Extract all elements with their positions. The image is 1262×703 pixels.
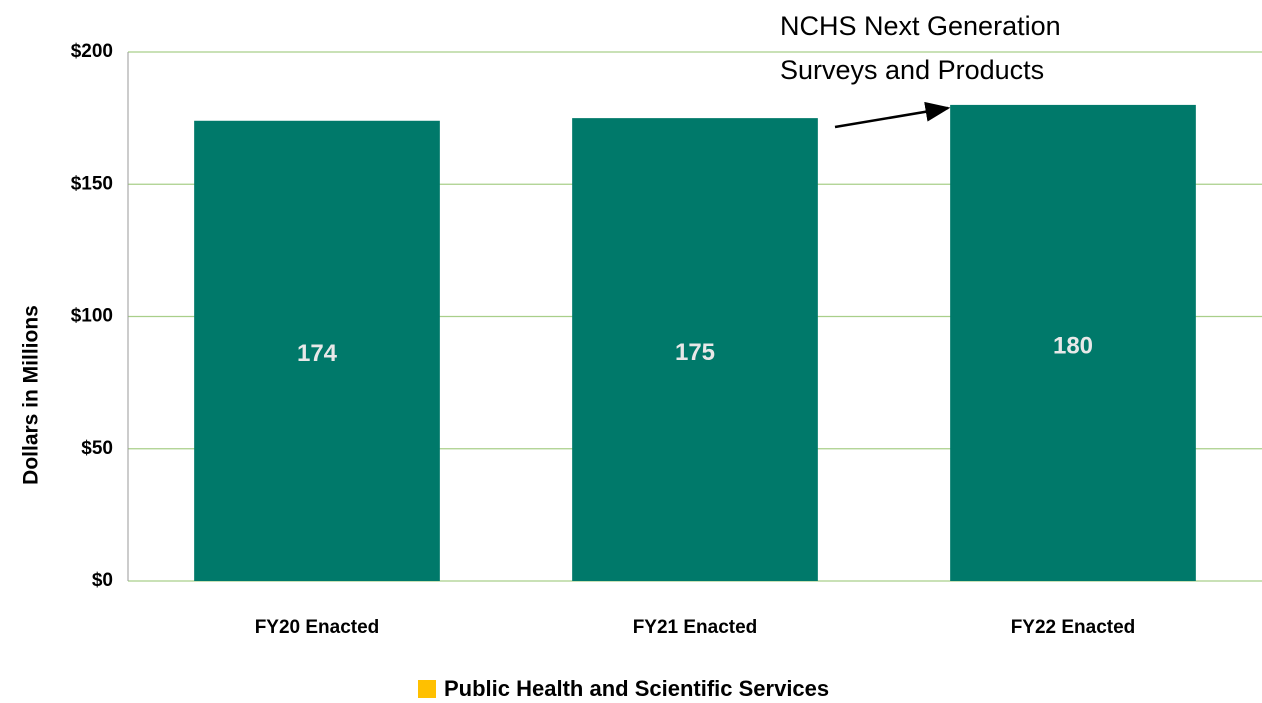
bar [194,120,440,582]
x-tick-label: FY21 Enacted [633,617,758,638]
y-axis-title: Dollars in Millions [20,305,43,485]
annotation: Surveys and Products [780,55,1044,85]
bar [950,104,1196,582]
y-tick-label: $100 [71,306,113,327]
x-tick-label: FY22 Enacted [1011,617,1136,638]
x-tick-label: FY20 Enacted [255,617,380,638]
y-tick-label: $200 [71,41,113,62]
legend-swatch [418,680,436,698]
y-tick-label: $0 [92,570,113,591]
legend-label: Public Health and Scientific Services [444,676,829,701]
data-label: 180 [1053,332,1093,359]
annotation-arrow [834,101,951,129]
y-tick-label: $50 [81,438,113,459]
data-label: 175 [675,339,715,366]
annotation: NCHS Next Generation [780,11,1061,41]
y-tick-label: $150 [71,173,113,194]
data-label: 174 [297,340,338,367]
bar [572,118,818,581]
